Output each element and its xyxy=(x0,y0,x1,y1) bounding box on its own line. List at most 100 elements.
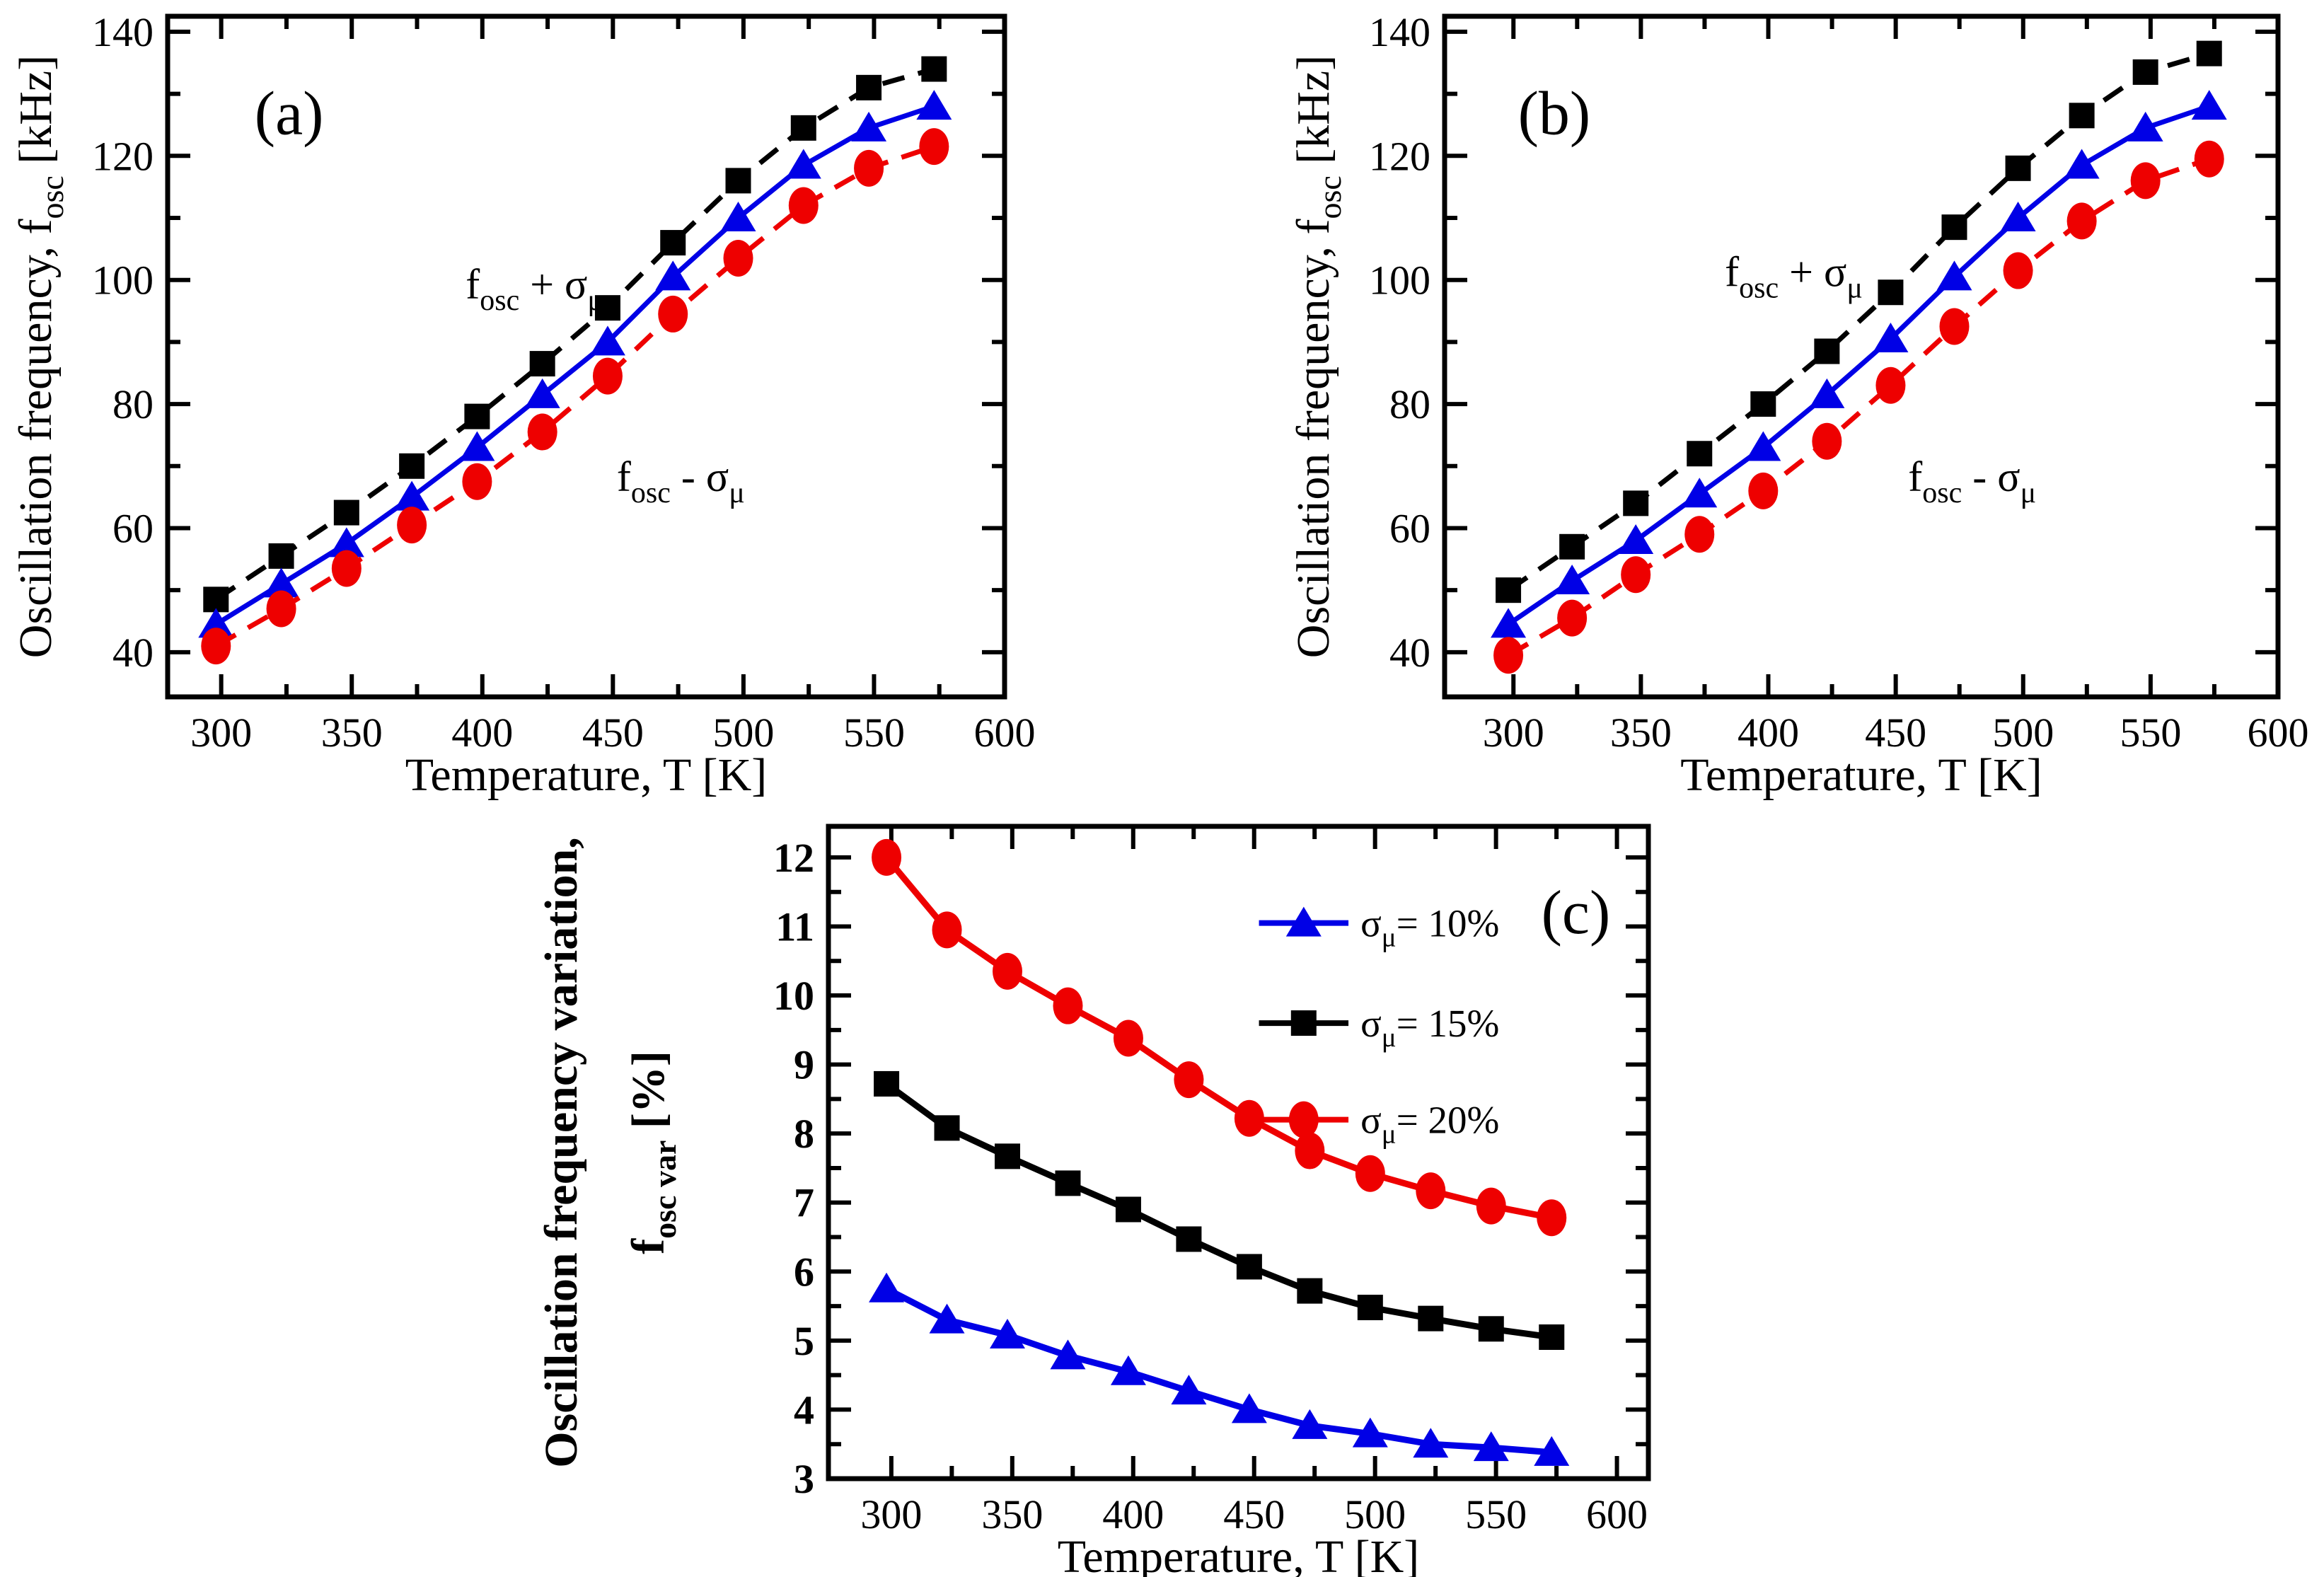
data-point-square xyxy=(1176,1226,1202,1252)
data-point-circle xyxy=(1684,516,1715,553)
data-point-square xyxy=(399,453,425,479)
series-markers-2 xyxy=(872,838,1567,1237)
data-point-triangle xyxy=(328,527,364,558)
panel-a-oscillation-frequency-chart: 300 350 400 450 500 550 600 40 60 80 100 120 140 fosc… xyxy=(0,0,1162,810)
data-point-circle xyxy=(1537,1199,1567,1237)
x-tick-label: 600 xyxy=(974,710,1036,756)
x-tick-label: 500 xyxy=(712,710,774,756)
data-point-circle xyxy=(331,550,362,587)
data-point-square xyxy=(994,1143,1020,1169)
x-tick-label: 450 xyxy=(582,710,644,756)
data-point-square xyxy=(921,56,947,82)
x-axis-title: Temperature, T [K] xyxy=(1680,749,2042,801)
data-point-circle xyxy=(723,240,753,277)
data-point-triangle xyxy=(1231,1393,1267,1423)
data-point-circle xyxy=(919,128,949,166)
data-point-square xyxy=(594,295,620,321)
data-point-square xyxy=(1055,1170,1081,1196)
data-point-circle xyxy=(462,463,492,500)
x-tick-label: 500 xyxy=(1344,1491,1406,1537)
data-point-square xyxy=(464,403,490,429)
data-point-square xyxy=(1623,490,1649,516)
data-point-circle xyxy=(1939,308,1970,345)
data-point-triangle xyxy=(459,431,495,461)
panel-label: (c) xyxy=(1542,879,1611,947)
legend: σμ= 10% σμ= 15% σμ= 20% xyxy=(1259,902,1499,1150)
y-tick-label: 4 xyxy=(794,1387,814,1433)
data-point-triangle xyxy=(1534,1436,1570,1466)
data-point-circle xyxy=(872,838,902,876)
y-tick-label: 10 xyxy=(773,973,814,1019)
x-tick-label: 350 xyxy=(321,710,383,756)
y-axis-title: Oscillation frequency, fosc [kHz] xyxy=(10,55,70,658)
data-point-circle xyxy=(1113,1019,1143,1057)
data-point-triangle xyxy=(1110,1355,1146,1385)
data-point-triangle xyxy=(1050,1339,1086,1370)
data-point-square xyxy=(725,168,751,194)
annotation: fosc + σμ xyxy=(466,261,603,317)
data-point-triangle xyxy=(1171,1375,1207,1405)
data-point-circle xyxy=(201,628,231,665)
data-point-triangle xyxy=(916,90,952,120)
series-line-0 xyxy=(214,67,935,602)
y-tick-label: 120 xyxy=(1369,133,1430,179)
y-tick-label: 60 xyxy=(1389,505,1430,551)
data-point-circle xyxy=(2194,140,2224,178)
data-point-circle xyxy=(2066,202,2097,240)
axis-ticks xyxy=(168,16,1007,697)
x-tick-label: 500 xyxy=(1992,710,2054,756)
x-tick-label: 550 xyxy=(843,710,905,756)
y-tick-label: 5 xyxy=(794,1318,814,1364)
data-point-square xyxy=(856,74,882,100)
data-point-square xyxy=(1115,1196,1141,1223)
data-point-square xyxy=(268,543,294,569)
data-point-triangle xyxy=(785,149,821,179)
data-point-triangle xyxy=(589,325,625,356)
data-point-triangle xyxy=(2191,90,2227,120)
y-tick-label: 120 xyxy=(92,133,154,179)
data-point-square xyxy=(660,230,686,256)
y-tick-label: 3 xyxy=(794,1456,814,1502)
y-tick-label: 80 xyxy=(112,381,154,427)
data-point-circle xyxy=(2003,252,2033,289)
data-point-triangle xyxy=(1682,478,1718,508)
data-point-circle xyxy=(1234,1099,1264,1137)
data-point-triangle xyxy=(198,608,234,638)
data-point-circle xyxy=(1174,1061,1204,1099)
data-point-square xyxy=(934,1115,960,1141)
series-markers-0 xyxy=(1496,40,2222,603)
data-point-circle xyxy=(1748,472,1779,509)
data-point-circle xyxy=(2130,162,2161,200)
x-tick-label: 450 xyxy=(1865,710,1926,756)
x-tick-label: 300 xyxy=(190,710,252,756)
data-point-circle xyxy=(992,952,1022,990)
series-line-1 xyxy=(214,103,935,627)
series-markers-2 xyxy=(1493,140,2224,674)
data-point-circle xyxy=(932,911,962,949)
series-markers-2 xyxy=(201,128,949,665)
data-point-triangle xyxy=(851,111,887,141)
data-point-square xyxy=(1478,1316,1504,1342)
data-point-triangle xyxy=(524,378,560,408)
y-tick-label: 100 xyxy=(92,258,154,304)
data-point-triangle xyxy=(2127,111,2163,141)
annotation: fosc + σμ xyxy=(1725,248,1863,304)
data-point-circle xyxy=(1355,1155,1385,1192)
data-point-square xyxy=(1496,577,1522,603)
y-tick-label: 11 xyxy=(775,903,814,949)
data-point-triangle xyxy=(394,480,430,511)
y-tick-label: 8 xyxy=(794,1111,814,1157)
series-line-2 xyxy=(214,144,935,649)
data-point-circle xyxy=(1557,599,1588,637)
x-tick-label: 400 xyxy=(1102,1491,1164,1537)
x-tick-label: 350 xyxy=(1610,710,1672,756)
data-point-triangle xyxy=(1745,431,1781,461)
y-tick-label: 80 xyxy=(1389,381,1430,427)
plot-frame xyxy=(826,824,1651,1481)
data-point-square xyxy=(203,587,229,613)
plot-frame xyxy=(1442,13,2281,700)
data-point-circle xyxy=(1812,422,1842,460)
data-point-triangle xyxy=(989,1319,1025,1349)
x-tick-label: 550 xyxy=(1465,1491,1527,1537)
